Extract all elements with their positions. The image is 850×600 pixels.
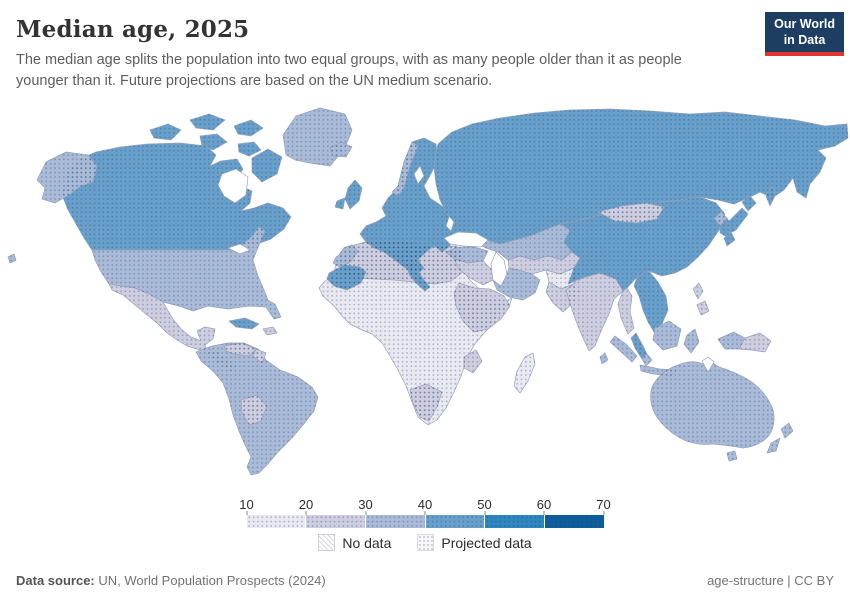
world-map: [0, 100, 850, 495]
map-legend: 10 20 30 40 50 60 70 No data Projected data: [0, 497, 850, 551]
chart-header: Median age, 2025 The median age splits t…: [16, 16, 740, 92]
caspian-sea: [490, 251, 508, 287]
data-source-label: Data source:: [16, 573, 95, 588]
legend-bin[interactable]: [425, 515, 485, 528]
legend-projected-data[interactable]: Projected data: [417, 534, 532, 551]
legend-tick-mark: [305, 511, 307, 515]
owid-logo: Our World in Data: [765, 12, 844, 57]
legend-bin[interactable]: [306, 515, 365, 528]
data-source: Data source: UN, World Population Prospe…: [16, 573, 326, 588]
legend-tick-label: 10: [239, 497, 254, 512]
legend-tick-label: 70: [596, 497, 611, 512]
legend-tick-mark: [246, 511, 247, 515]
owid-logo-line1: Our World: [774, 17, 835, 31]
legend-bin[interactable]: [246, 515, 306, 528]
legend-tick-mark: [424, 511, 426, 515]
legend-tick-label: 50: [477, 497, 492, 512]
legend-bin[interactable]: [365, 515, 425, 528]
baltic-sea: [413, 165, 425, 185]
legend-tick-mark: [603, 511, 604, 515]
legend-tick-mark: [365, 511, 366, 515]
legend-color-strip: [246, 515, 604, 528]
legend-tick-labels: 10 20 30 40 50 60 70: [239, 497, 611, 515]
black-sea: [443, 231, 489, 248]
legend-extra-row: No data Projected data: [318, 534, 532, 551]
chart-footer: Data source: UN, World Population Prospe…: [16, 573, 834, 588]
owid-logo-line2: in Data: [783, 32, 826, 47]
legend-tick-mark: [484, 511, 485, 515]
no-data-label: No data: [342, 534, 392, 551]
legend-tick-label: 30: [358, 497, 373, 512]
chart-subtitle: The median age splits the population int…: [16, 52, 682, 90]
great-lakes: [227, 243, 251, 255]
legend-tick-label: 40: [417, 497, 433, 512]
legend-no-data[interactable]: No data: [318, 534, 391, 551]
legend-bin[interactable]: [544, 515, 604, 528]
no-data-swatch: [318, 534, 336, 551]
gulf-of-carpentaria: [701, 356, 715, 373]
data-source-text: UN, World Population Prospects (2024): [94, 573, 326, 588]
page-title: Median age, 2025: [16, 16, 250, 43]
legend-tick-label: 20: [298, 497, 314, 512]
hudson-bay: [217, 168, 249, 204]
projected-data-swatch: [417, 534, 435, 551]
legend-tick-mark: [543, 511, 545, 515]
legend-tick-label: 60: [536, 497, 552, 512]
legend-bin[interactable]: [485, 515, 544, 528]
projected-data-label: Projected data: [441, 534, 532, 551]
license-note: age-structure | CC BY: [707, 573, 834, 588]
